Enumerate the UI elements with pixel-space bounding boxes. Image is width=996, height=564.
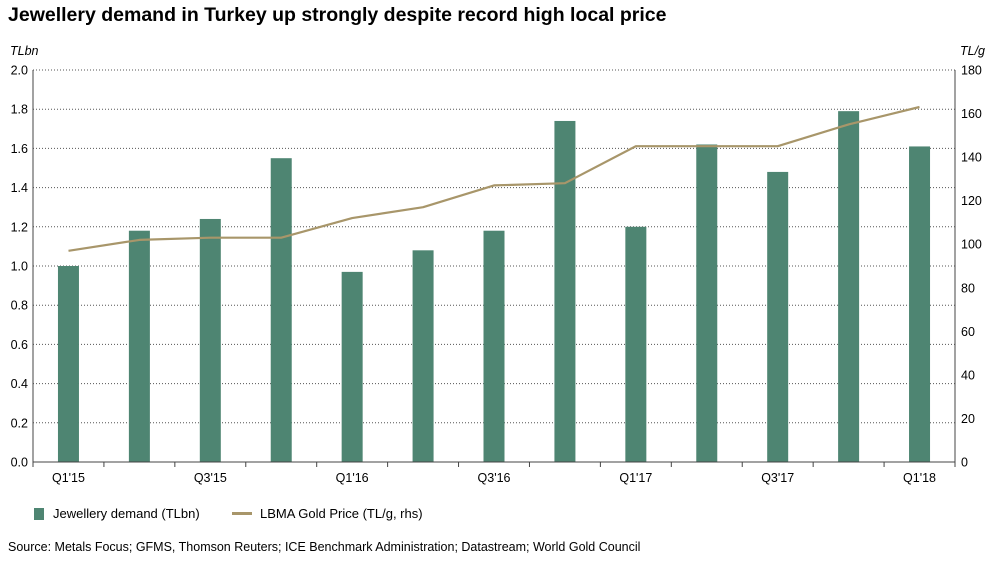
y-right-tick-label: 120 <box>961 194 982 208</box>
y-left-tick-label: 1.0 <box>11 260 28 274</box>
legend-label-jewellery: Jewellery demand (TLbn) <box>53 506 200 521</box>
y-right-tick-label: 20 <box>961 412 975 426</box>
y-left-tick-label: 0.4 <box>11 377 28 391</box>
y-left-tick-label: 0.6 <box>11 338 28 352</box>
y-left-axis-label: TLbn <box>10 44 39 58</box>
bar <box>57 266 79 462</box>
x-tick-label: Q3'17 <box>761 471 794 485</box>
y-right-tick-label: 160 <box>961 107 982 121</box>
y-left-tick-label: 0.0 <box>11 456 28 470</box>
legend-label-gold-price: LBMA Gold Price (TL/g, rhs) <box>260 506 423 521</box>
gold-price-line <box>68 105 920 252</box>
bar <box>767 171 789 463</box>
x-tick-label: Q1'15 <box>52 471 85 485</box>
bar <box>128 230 150 462</box>
y-left-tick-label: 1.8 <box>11 103 28 117</box>
chart-title: Jewellery demand in Turkey up strongly d… <box>8 4 667 26</box>
y-right-tick-label: 140 <box>961 151 982 165</box>
legend-line-swatch <box>232 512 252 515</box>
source-note: Source: Metals Focus; GFMS, Thomson Reut… <box>8 540 641 554</box>
chart: 0.0 0.2 0.4 0.6 0.8 1.0 1.2 1.4 1.6 1.8 2.0 0 20 40 60… <box>10 44 985 485</box>
legend-item-jewellery: Jewellery demand (TLbn) <box>34 506 200 521</box>
x-tick-label: Q3'16 <box>478 471 511 485</box>
y-right-tick-label: 180 <box>961 64 982 78</box>
x-tick-label: Q3'15 <box>194 471 227 485</box>
y-left-tick-label: 0.2 <box>11 416 28 430</box>
y-left-tick-label: 0.8 <box>11 299 28 313</box>
bar <box>412 250 434 462</box>
y-left-tick-label: 1.2 <box>11 220 28 234</box>
y-right-tick-label: 40 <box>961 368 975 382</box>
bar <box>696 144 718 463</box>
bar <box>270 158 292 462</box>
y-left-tick-label: 2.0 <box>11 64 28 78</box>
y-right-tick-label: 0 <box>961 456 968 470</box>
bar <box>199 218 221 462</box>
legend-bar-swatch <box>34 507 44 520</box>
bar <box>838 111 860 462</box>
x-tick-label: Q1'17 <box>619 471 652 485</box>
legend-item-gold-price: LBMA Gold Price (TL/g, rhs) <box>232 506 423 521</box>
y-right-tick-label: 80 <box>961 281 975 295</box>
bar <box>341 271 363 462</box>
bar <box>625 226 647 462</box>
x-tick-label: Q1'16 <box>336 471 369 485</box>
y-left-tick-label: 1.4 <box>11 181 28 195</box>
y-right-tick-label: 60 <box>961 325 975 339</box>
x-tick-label: Q1'18 <box>903 471 936 485</box>
bar <box>909 146 931 462</box>
y-right-tick-label: 100 <box>961 238 982 252</box>
bar <box>483 230 505 462</box>
y-right-axis-label: TL/g <box>960 44 985 58</box>
y-left-tick-label: 1.6 <box>11 142 28 156</box>
bar <box>554 120 576 463</box>
